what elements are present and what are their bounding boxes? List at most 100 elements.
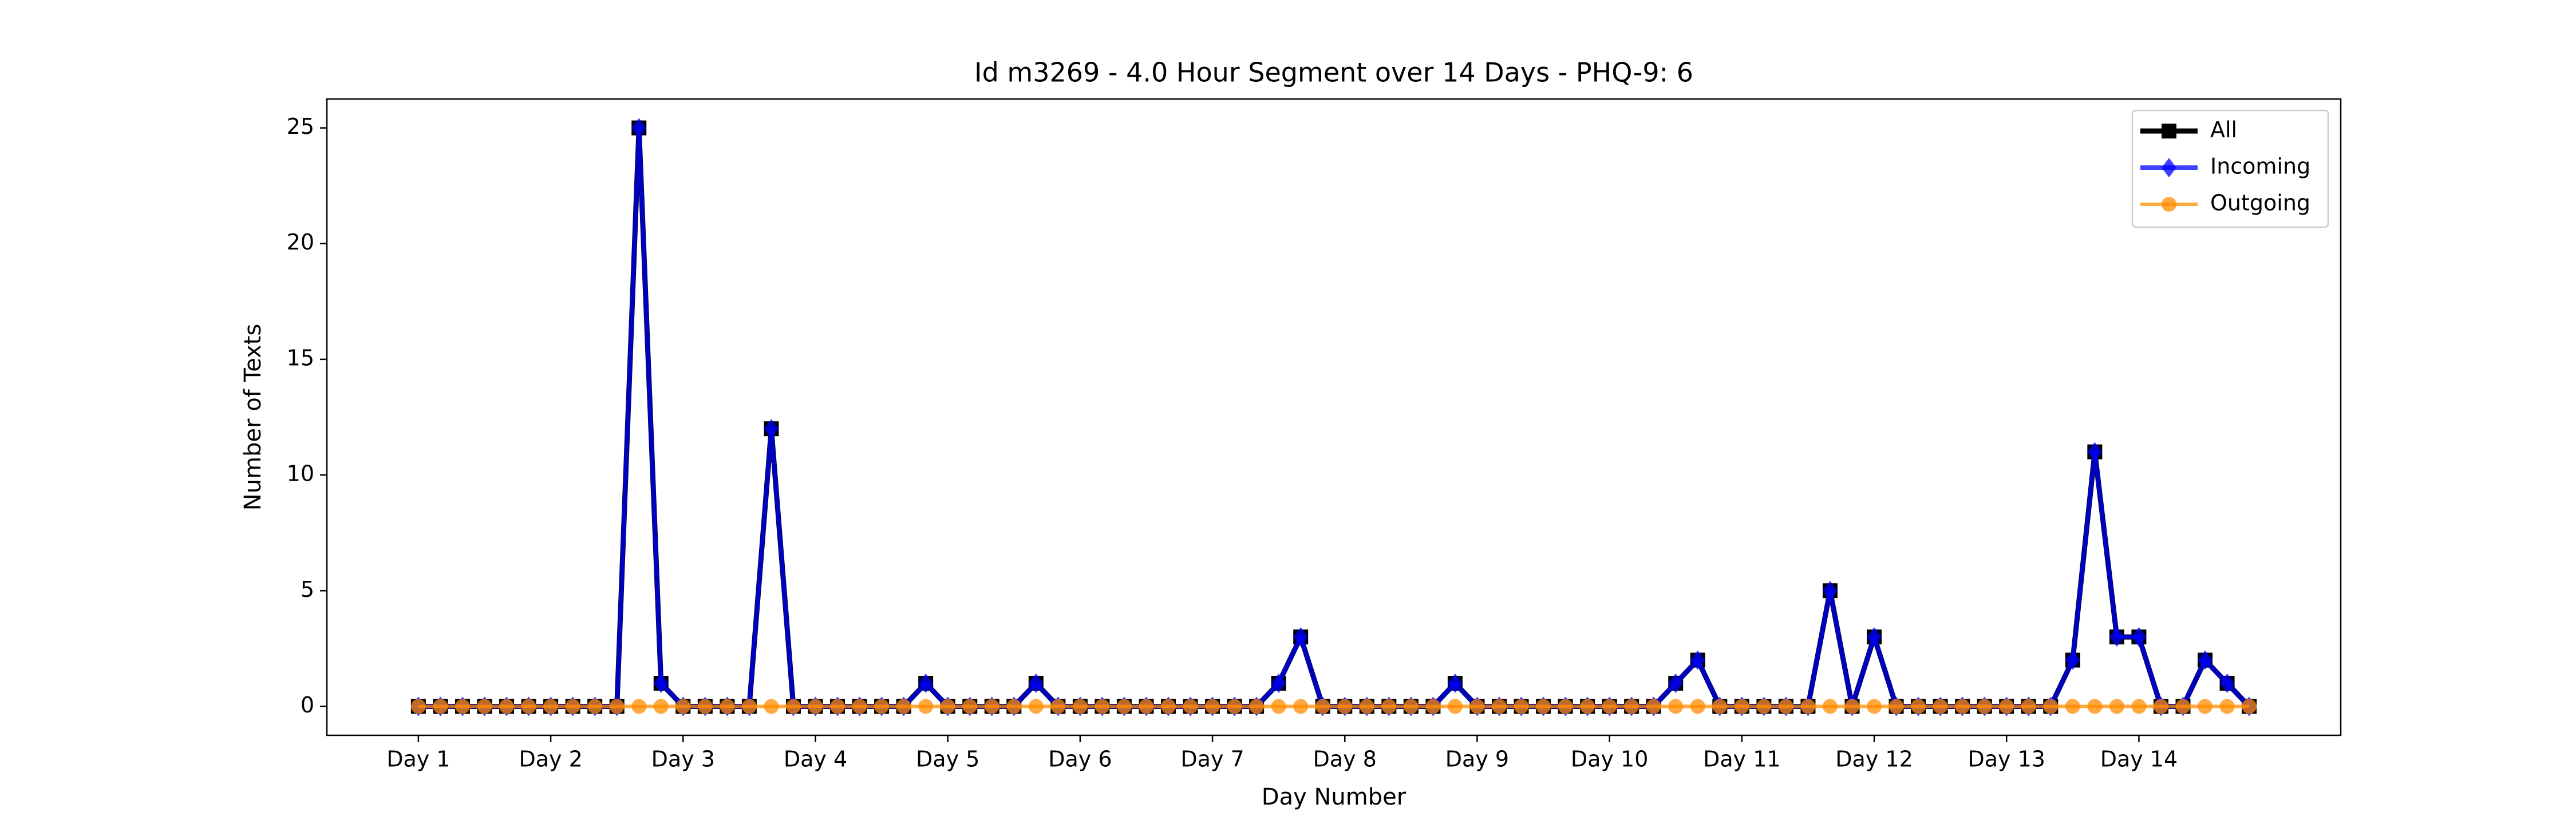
y-axis-label: Number of Texts — [240, 324, 266, 510]
x-tick-label: Day 1 — [386, 747, 450, 772]
marker — [1227, 699, 1242, 714]
x-tick-label: Day 5 — [916, 747, 979, 772]
marker — [543, 699, 559, 714]
marker — [2043, 699, 2059, 714]
marker — [653, 699, 669, 714]
legend-marker — [2162, 158, 2176, 177]
marker — [852, 699, 867, 714]
marker — [1249, 699, 1265, 714]
marker — [1668, 699, 1684, 714]
marker — [1469, 699, 1485, 714]
marker — [1315, 699, 1330, 714]
marker — [940, 699, 955, 714]
marker — [697, 699, 713, 714]
legend-box — [2131, 109, 2329, 228]
marker — [1028, 674, 1044, 694]
marker — [587, 699, 603, 714]
marker — [2021, 699, 2036, 714]
marker — [1646, 699, 1661, 714]
marker — [1690, 699, 1705, 714]
marker — [962, 699, 978, 714]
legend-marker — [2162, 124, 2176, 138]
marker — [1999, 699, 2014, 714]
marker — [2219, 674, 2235, 694]
marker — [1844, 699, 1860, 714]
marker — [1491, 699, 1507, 714]
marker — [1756, 699, 1772, 714]
marker — [2087, 442, 2103, 462]
marker — [1822, 581, 1838, 601]
legend-label: Incoming — [2210, 154, 2310, 179]
marker — [675, 699, 691, 714]
marker — [1668, 674, 1684, 694]
marker — [631, 699, 647, 714]
x-tick-label: Day 7 — [1180, 747, 1244, 772]
marker — [1271, 699, 1286, 714]
marker — [1822, 699, 1838, 714]
marker — [1095, 699, 1110, 714]
marker — [609, 699, 625, 714]
x-tick-label: Day 4 — [784, 747, 847, 772]
marker — [1558, 699, 1573, 714]
marker — [565, 699, 580, 714]
marker — [1580, 699, 1595, 714]
marker — [433, 699, 448, 714]
marker — [1888, 699, 1904, 714]
marker — [2109, 699, 2124, 714]
marker — [808, 699, 823, 714]
marker — [1050, 699, 1066, 714]
marker — [1447, 699, 1463, 714]
marker — [785, 699, 801, 714]
marker — [1800, 699, 1816, 714]
marker — [1271, 674, 1286, 694]
x-tick-label: Day 8 — [1313, 747, 1377, 772]
chart-title: Id m3269 - 4.0 Hour Segment over 14 Days… — [974, 57, 1693, 88]
y-tick-label: 25 — [287, 114, 314, 139]
marker — [1447, 674, 1463, 694]
marker — [2131, 627, 2147, 647]
marker — [2087, 699, 2103, 714]
y-tick-label: 15 — [287, 345, 314, 370]
marker — [2219, 699, 2235, 714]
marker — [1514, 699, 1529, 714]
marker — [1293, 627, 1309, 647]
marker — [1139, 699, 1154, 714]
legend-label: All — [2210, 117, 2237, 142]
marker — [1028, 699, 1044, 714]
marker — [874, 699, 890, 714]
marker — [1955, 699, 1970, 714]
x-tick-label: Day 2 — [519, 747, 582, 772]
marker — [1161, 699, 1176, 714]
marker — [1403, 699, 1419, 714]
y-tick-label: 10 — [287, 461, 314, 486]
marker — [1867, 627, 1882, 647]
marker — [1116, 699, 1132, 714]
marker — [455, 699, 470, 714]
marker — [830, 699, 846, 714]
marker — [477, 699, 492, 714]
legend-marker — [2162, 197, 2176, 212]
y-tick-label: 5 — [301, 577, 314, 602]
marker — [2175, 699, 2191, 714]
marker — [984, 699, 999, 714]
marker — [631, 118, 647, 138]
marker — [499, 699, 515, 714]
marker — [1690, 650, 1705, 670]
marker — [521, 699, 536, 714]
marker — [1712, 699, 1728, 714]
x-tick-label: Day 9 — [1445, 747, 1509, 772]
marker — [2198, 699, 2213, 714]
legend: All Incoming Outgoing — [2131, 109, 2329, 228]
marker — [2065, 699, 2080, 714]
marker — [918, 674, 934, 694]
marker — [1381, 699, 1397, 714]
marker — [1205, 699, 1220, 714]
marker — [918, 699, 934, 714]
marker — [1337, 699, 1353, 714]
marker — [1072, 699, 1088, 714]
marker — [1933, 699, 1948, 714]
x-axis-label: Day Number — [1262, 784, 1406, 810]
marker — [1183, 699, 1198, 714]
marker — [1359, 699, 1374, 714]
x-tick-label: Day 11 — [1703, 747, 1780, 772]
